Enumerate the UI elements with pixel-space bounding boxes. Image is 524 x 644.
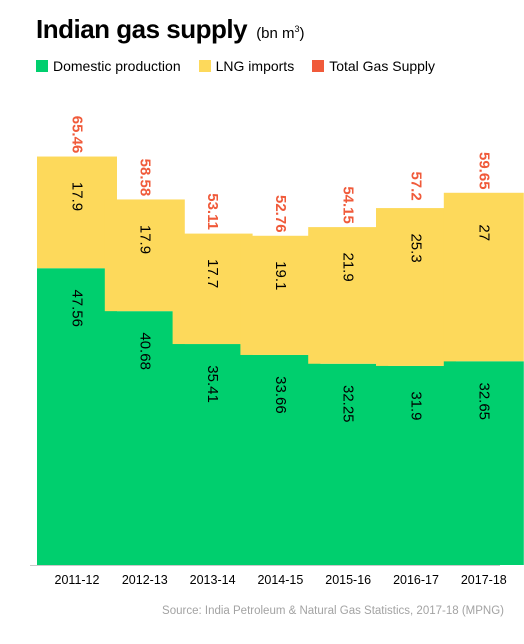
bar-domestic-2011-12 [37, 268, 117, 565]
label-lng-2016-17: 25.3 [408, 233, 425, 262]
label-lng-2017-18: 27 [475, 224, 492, 241]
bar-domestic-2016-17 [376, 365, 456, 565]
label-lng-2012-13: 17.9 [136, 225, 153, 254]
x-tick-2013-14: 2013-14 [190, 573, 236, 587]
bar-lng-2017-18 [443, 192, 524, 362]
bar-lng-2011-12 [37, 156, 117, 269]
legend-label-lng: LNG imports [215, 58, 295, 74]
label-domestic-2013-14: 35.41 [204, 365, 221, 403]
label-total-2015-16: 54.15 [340, 186, 357, 224]
legend: Domestic production LNG imports Total Ga… [36, 58, 435, 74]
bar-domestic-2015-16 [308, 363, 389, 565]
label-total-2012-13: 58.58 [136, 159, 153, 197]
label-domestic-2015-16: 32.25 [340, 385, 357, 423]
legend-swatch-lng [198, 60, 211, 72]
label-total-2014-15: 52.76 [272, 195, 289, 233]
x-tick-2012-13: 2012-13 [122, 573, 168, 587]
bar-lng-2015-16 [308, 227, 389, 364]
label-lng-2015-16: 21.9 [340, 253, 357, 282]
legend-swatch-total [312, 60, 325, 72]
legend-item-total: Total Gas Supply [312, 58, 435, 74]
x-tick-2015-16: 2015-16 [325, 573, 371, 587]
label-lng-2011-12: 17.9 [69, 182, 86, 211]
legend-item-lng: LNG imports [198, 58, 295, 74]
legend-swatch-domestic [36, 60, 48, 72]
label-domestic-2011-12: 47.56 [69, 289, 86, 327]
bar-lng-2013-14 [172, 233, 253, 345]
legend-label-total: Total Gas Supply [329, 58, 436, 74]
label-total-2017-18: 59.65 [475, 152, 492, 190]
label-total-2013-14: 53.11 [204, 193, 221, 230]
bar-domestic-2012-13 [104, 311, 185, 565]
bar-domestic-2013-14 [172, 344, 253, 565]
legend-item-domestic: Domestic production [36, 58, 181, 74]
label-domestic-2016-17: 31.9 [408, 391, 425, 420]
x-tick-2017-18: 2017-18 [461, 573, 507, 587]
chart-title-text: Indian gas supply [36, 14, 248, 44]
x-tick-2011-12: 2011-12 [55, 573, 100, 587]
label-lng-2014-15: 19.1 [272, 261, 289, 290]
chart-unit: (bn m3) [256, 24, 305, 42]
chart-title: Indian gas supply (bn m3) [36, 14, 305, 45]
label-domestic-2014-15: 33.66 [272, 376, 289, 414]
bar-domestic-2014-15 [240, 354, 321, 565]
unit-prefix: (bn m [256, 25, 295, 42]
bar-lng-2016-17 [376, 208, 456, 366]
unit-superscript: 3 [294, 24, 300, 34]
x-tick-2016-17: 2016-17 [393, 573, 439, 587]
label-domestic-2017-18: 32.65 [475, 382, 492, 420]
label-domestic-2012-13: 40.68 [136, 332, 153, 370]
bar-lng-2014-15 [240, 235, 321, 355]
label-lng-2013-14: 17.7 [204, 259, 221, 288]
label-total-2016-17: 57.2 [408, 171, 425, 200]
legend-label-domestic: Domestic production [53, 58, 181, 74]
bar-domestic-2017-18 [443, 361, 524, 565]
source-note: Source: India Petroleum & Natural Gas St… [162, 605, 504, 617]
x-tick-2014-15: 2014-15 [257, 573, 303, 587]
label-total-2011-12: 65.46 [69, 116, 86, 154]
unit-suffix: ) [299, 25, 305, 42]
bar-lng-2012-13 [104, 199, 185, 312]
